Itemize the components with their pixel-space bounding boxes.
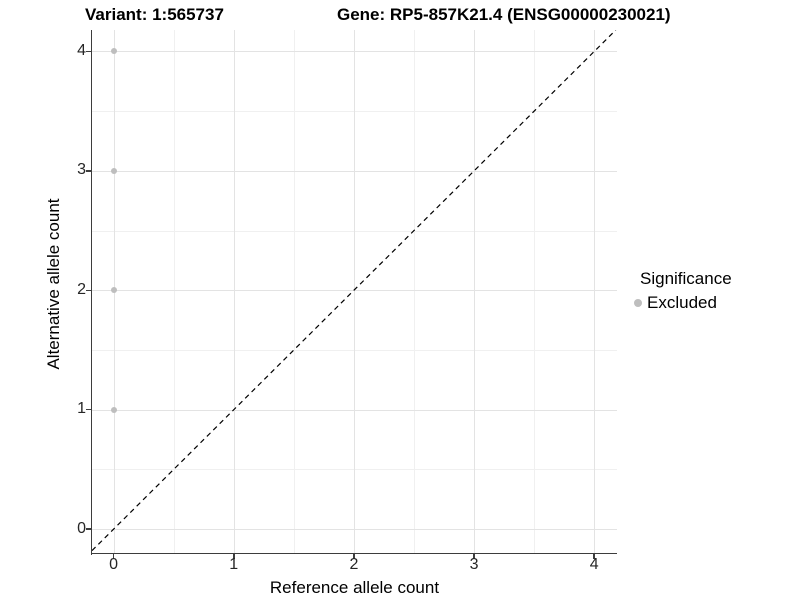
x-tick-mark [353,554,355,559]
minor-gridline-x [413,30,415,553]
plot-title-variant: Variant: 1:565737 [85,5,224,24]
legend-point-icon [634,299,642,307]
legend-item-label: Excluded [647,293,717,312]
y-tick-mark [86,528,91,530]
y-tick-label: 0 [77,519,86,537]
x-tick-mark [473,554,475,559]
major-gridline-y [92,170,617,172]
y-tick-mark [86,408,91,411]
data-point [110,167,117,174]
legend-item-excluded: Excluded [634,293,732,313]
major-gridline-x [233,30,235,553]
major-gridline-x [353,30,355,553]
x-tick-mark [233,554,235,559]
major-gridline-y [92,51,617,53]
x-tick-label: 0 [109,556,119,573]
major-gridline-y [92,409,617,411]
minor-gridline-x [534,30,536,553]
data-point [110,406,117,413]
x-tick-mark [593,554,595,559]
data-point [110,287,117,294]
data-point [110,48,117,55]
minor-gridline-x [293,30,295,553]
y-tick-label: 3 [77,161,86,179]
y-axis-line [90,30,92,555]
x-tick-label: 1 [229,556,239,573]
identity-reference-line [92,30,617,552]
plot-panel [92,30,617,553]
minor-gridline-x [173,30,175,553]
y-tick-label: 2 [77,280,86,298]
y-tick-mark [86,289,91,292]
legend: Significance Excluded [634,269,732,313]
x-tick-label: 4 [589,556,599,573]
x-tick-label: 3 [469,556,479,573]
x-axis-title: Reference allele count [269,578,440,597]
plot-title-gene: Gene: RP5-857K21.4 (ENSG00000230021) [337,5,671,24]
major-gridline-x [594,30,596,553]
y-tick-label: 4 [77,41,86,59]
legend-title: Significance [640,269,732,288]
y-tick-mark [86,170,91,172]
major-gridline-y [92,290,617,292]
x-tick-mark [112,554,115,559]
y-tick-label: 1 [77,400,86,418]
x-axis-line [90,552,617,554]
y-tick-mark [86,50,91,53]
x-tick-label: 2 [349,556,359,573]
major-gridline-y [92,529,617,531]
major-gridline-x [474,30,476,553]
